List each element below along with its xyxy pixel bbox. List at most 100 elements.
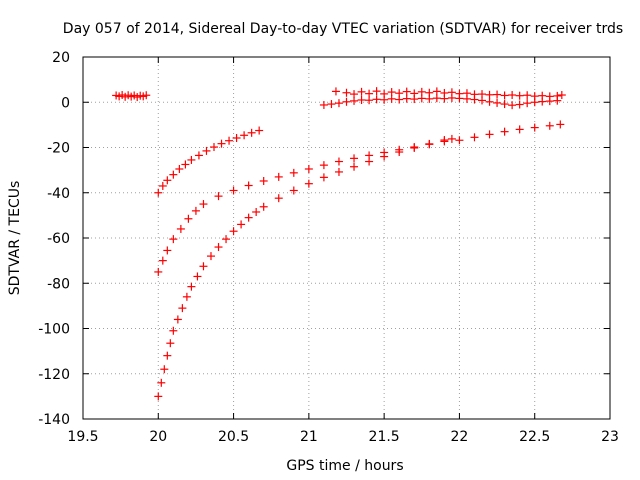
series-arc-curve-medium (154, 120, 565, 276)
data-point (334, 167, 343, 176)
data-point (470, 95, 479, 104)
data-point (432, 87, 441, 96)
data-point (247, 128, 256, 137)
data-point (493, 98, 502, 107)
data-point (206, 252, 215, 261)
data-point (380, 95, 389, 104)
data-point (395, 95, 404, 104)
data-point (289, 168, 298, 177)
data-point (142, 91, 151, 100)
data-point (217, 139, 226, 148)
y-tick-label: 0 (61, 95, 70, 111)
tick-layer: 19.5 20 20.5 21 21.5 22 22.5 23 -140 -120 -100 -80 -… (38, 50, 619, 445)
y-tick-label: -100 (38, 322, 70, 338)
data-point (365, 157, 374, 166)
y-axis-title: SDTVAR / TECUs (7, 181, 23, 296)
x-tick-label: 20 (149, 429, 167, 445)
data-point (225, 136, 234, 145)
y-tick-label: -120 (38, 367, 70, 383)
data-point (538, 97, 547, 106)
y-tick-label: -40 (47, 186, 70, 202)
data-point (274, 172, 283, 181)
data-point (199, 262, 208, 271)
data-point (252, 207, 261, 216)
data-point (425, 139, 434, 148)
data-point (500, 91, 509, 100)
data-point (331, 87, 340, 96)
data-point (493, 90, 502, 99)
y-tick-label: -80 (47, 276, 70, 292)
data-point (154, 188, 163, 197)
x-tick-label: 22 (451, 429, 469, 445)
data-point (350, 154, 359, 163)
series-arc-curve-short (154, 126, 264, 197)
x-tick-label: 21 (300, 429, 318, 445)
data-point (259, 202, 268, 211)
data-point (557, 91, 566, 100)
data-point (425, 94, 434, 103)
data-point (202, 146, 211, 155)
data-point (163, 176, 172, 185)
data-point (173, 315, 182, 324)
data-point (515, 91, 524, 100)
data-point (157, 378, 166, 387)
data-point (523, 91, 532, 100)
data-point (515, 125, 524, 134)
data-point (372, 95, 381, 104)
data-point (163, 246, 172, 255)
data-point (259, 176, 268, 185)
data-point (530, 98, 539, 107)
data-point (319, 100, 328, 109)
data-point (169, 170, 178, 179)
x-tick-label: 19.5 (67, 429, 98, 445)
data-point (485, 97, 494, 106)
data-point (209, 143, 218, 152)
series-arc-early-flat (112, 91, 151, 102)
data-point (187, 155, 196, 164)
data-point (232, 133, 241, 142)
x-tick-label: 21.5 (369, 429, 400, 445)
data-point (154, 267, 163, 276)
data-point (500, 127, 509, 136)
data-point (169, 235, 178, 244)
data-point (214, 243, 223, 252)
data-point (160, 365, 169, 374)
x-tick-label: 23 (601, 429, 619, 445)
data-point (478, 96, 487, 105)
data-point (169, 326, 178, 335)
chart-title: Day 057 of 2014, Sidereal Day-to-day VTE… (63, 21, 623, 37)
data-point (387, 94, 396, 103)
data-point (255, 126, 264, 135)
data-point (556, 120, 565, 129)
y-tick-label: -140 (38, 412, 70, 428)
data-point (530, 123, 539, 132)
data-point (357, 95, 366, 104)
data-point (350, 90, 359, 99)
data-point (342, 88, 351, 97)
y-tick-label: -20 (47, 141, 70, 157)
data-point (417, 94, 426, 103)
data-point (182, 292, 191, 301)
x-tick-label: 20.5 (218, 429, 249, 445)
data-point (229, 186, 238, 195)
data-point (158, 256, 167, 265)
data-point (274, 194, 283, 203)
series-arc-late-flat-upper (331, 87, 566, 101)
data-point (191, 206, 200, 215)
data-point (181, 160, 190, 169)
data-point (485, 90, 494, 99)
x-tick-label: 22.5 (519, 429, 550, 445)
data-point (240, 131, 249, 140)
data-point (193, 272, 202, 281)
data-point (166, 339, 175, 348)
data-point (523, 99, 532, 108)
data-point (455, 136, 464, 145)
data-point (244, 181, 253, 190)
data-point (237, 220, 246, 229)
data-point (342, 97, 351, 106)
data-point (334, 157, 343, 166)
data-point (154, 392, 163, 401)
data-point (229, 227, 238, 236)
x-axis-title: GPS time / hours (286, 458, 403, 474)
